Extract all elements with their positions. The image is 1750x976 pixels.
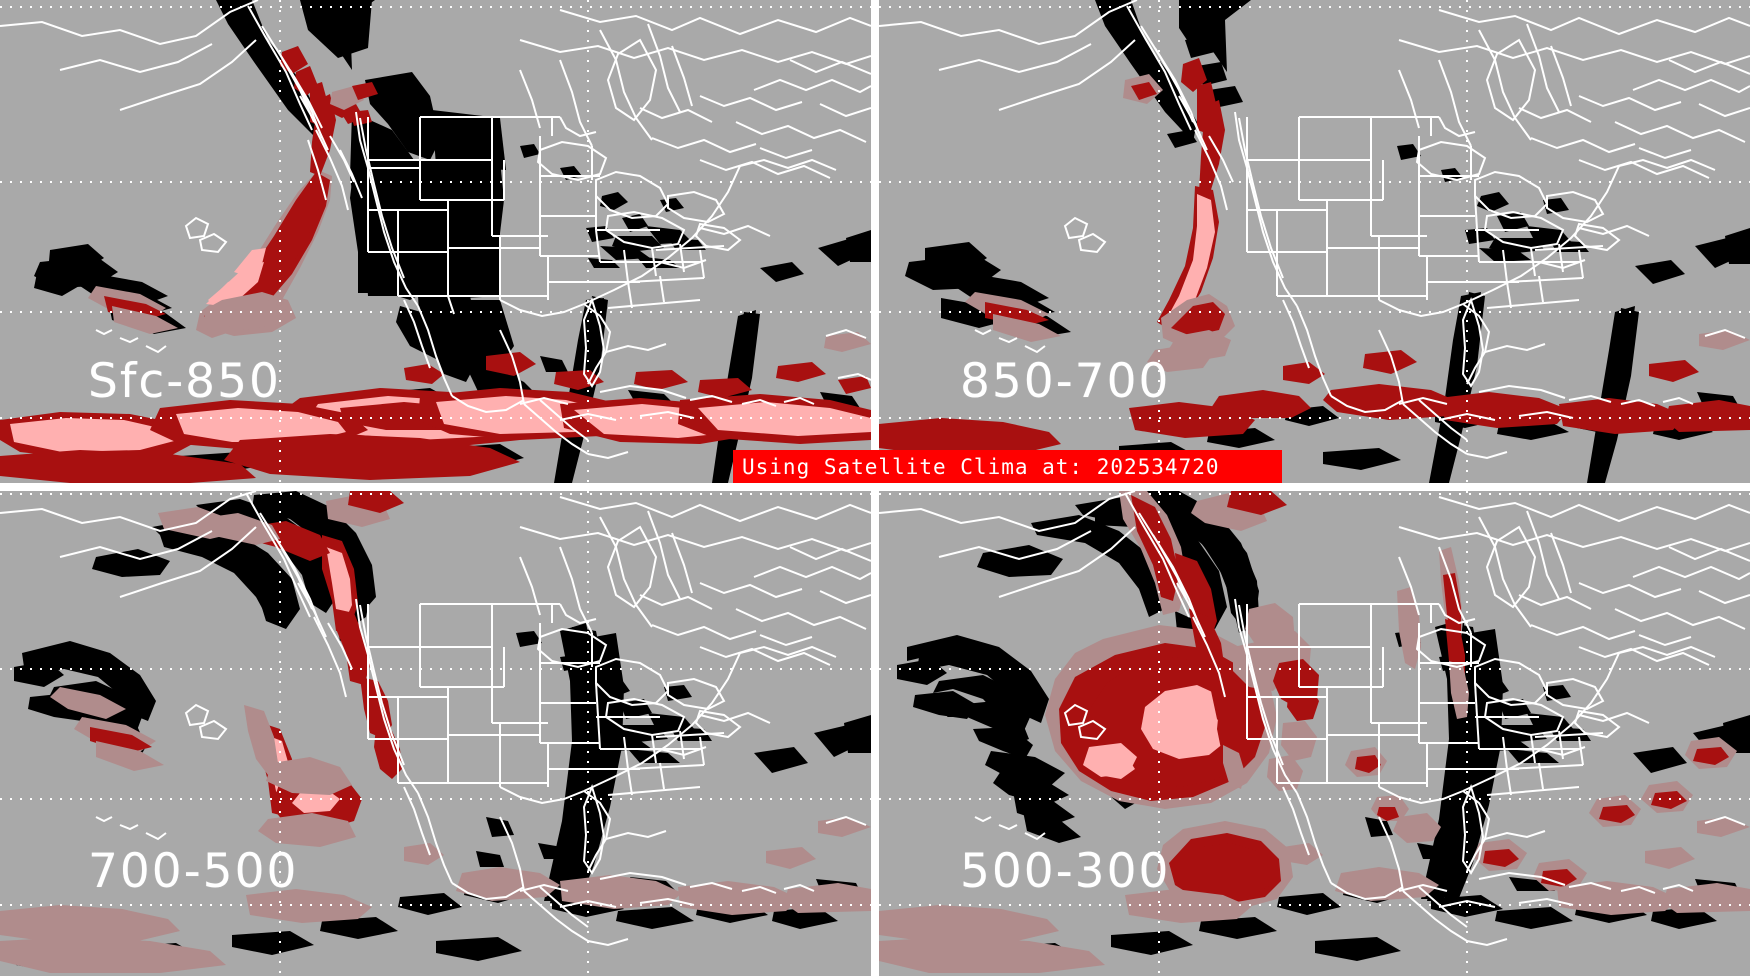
- panel-850-700[interactable]: 850-700: [879, 0, 1750, 483]
- data-plume: [0, 491, 871, 973]
- panel-divider-horizontal: [0, 483, 1750, 491]
- status-banner-text: Using Satellite Clima at: 202534720: [742, 454, 1220, 479]
- coastline-overlay: [0, 491, 871, 947]
- coastline-overlay: [879, 0, 1750, 460]
- status-banner: Using Satellite Clima at: 202534720: [733, 450, 1282, 483]
- lat-lon-gridlines: [879, 0, 1750, 483]
- coastline-overlay: [0, 0, 871, 460]
- panel-500-300[interactable]: 500-300: [879, 491, 1750, 976]
- panel-label-sfc-850: Sfc-850: [88, 354, 281, 409]
- panel-label-700-500: 700-500: [88, 844, 299, 899]
- lat-lon-gridlines: [0, 491, 871, 976]
- panel-label-850-700: 850-700: [960, 354, 1171, 409]
- panel-label-500-300: 500-300: [960, 844, 1171, 899]
- lat-lon-gridlines: [0, 0, 871, 483]
- data-plume: [0, 46, 871, 483]
- data-plume: [879, 491, 1750, 973]
- panel-sfc-850[interactable]: Sfc-850: [0, 0, 871, 483]
- panel-700-500[interactable]: 700-500: [0, 491, 871, 976]
- coastline-overlay: [879, 491, 1750, 947]
- lat-lon-gridlines: [879, 491, 1750, 976]
